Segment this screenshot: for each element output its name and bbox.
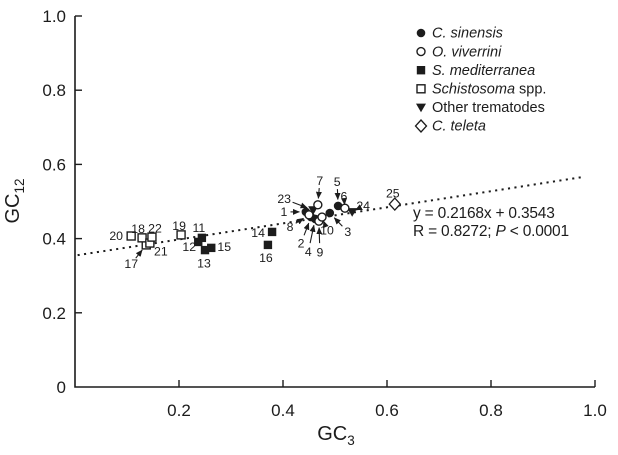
point-label-19: 19	[172, 219, 186, 233]
legend-label: Other trematodes	[432, 100, 545, 116]
leader-arrow-4	[309, 224, 316, 244]
point-label-7: 7	[316, 174, 323, 188]
y-tick-label: 0.2	[42, 304, 66, 323]
point-label-25: 25	[386, 186, 400, 200]
point-label-3: 3	[344, 225, 351, 239]
x-axis-title: GC3	[317, 423, 355, 448]
point-label-23: 23	[277, 192, 291, 206]
data-point-6	[340, 203, 350, 213]
point-label-4: 4	[305, 245, 312, 259]
data-point-14	[267, 227, 277, 237]
leader-arrow-23	[292, 201, 308, 209]
point-label-15: 15	[217, 240, 231, 254]
point-label-24: 24	[356, 199, 370, 213]
y-tick-label: 0.6	[42, 155, 66, 174]
x-tick-label: 0.8	[479, 401, 503, 420]
data-point-15	[207, 243, 216, 253]
data-point-7	[313, 200, 323, 210]
regression-annotation: y = 0.2168x + 0.3543 R = 0.8272; P < 0.0…	[413, 205, 569, 240]
point-label-13: 13	[197, 256, 211, 270]
legend-item: C. teleta	[414, 119, 486, 135]
legend-label: Schistosoma spp.	[432, 82, 546, 98]
leader-arrow-17	[135, 249, 143, 259]
leader-arrow-24	[355, 204, 363, 211]
legend-item: Other trematodes	[416, 100, 545, 116]
data-point-8	[304, 210, 314, 220]
circle-open-legend-icon	[416, 46, 426, 57]
legend-item: S. mediterranea	[416, 63, 535, 79]
point-label-11: 11	[192, 221, 205, 235]
data-point-22	[147, 232, 157, 242]
data-point-3	[325, 208, 335, 218]
data-point-25	[388, 197, 402, 212]
regression-equation: y = 0.2168x + 0.3543	[413, 205, 555, 222]
regression-stats: R = 0.8272; P < 0.0001	[413, 222, 569, 240]
point-label-22: 22	[148, 221, 162, 235]
point-label-1: 1	[280, 205, 287, 219]
circle-filled-legend-icon	[416, 28, 426, 38]
point-label-16: 16	[259, 251, 273, 265]
point-label-6: 6	[340, 189, 347, 203]
y-tick-label: 0	[57, 378, 66, 397]
triangle-filled-legend-icon	[416, 103, 426, 113]
x-tick-label: 0.2	[167, 401, 191, 420]
point-label-5: 5	[334, 175, 341, 189]
y-tick-label: 1.0	[42, 7, 66, 26]
point-label-18: 18	[131, 222, 145, 236]
data-points	[126, 197, 402, 255]
legend-item: Schistosoma spp.	[416, 82, 546, 98]
legend-item: C. sinensis	[416, 26, 503, 42]
data-point-24	[347, 208, 358, 217]
data-point-13	[200, 245, 210, 255]
square-filled-legend-icon	[416, 66, 426, 75]
leader-arrow-3	[333, 217, 343, 227]
legend-item: O. viverrini	[416, 44, 502, 60]
leader-arrow-2	[303, 222, 310, 236]
legend-label: S. mediterranea	[432, 63, 535, 79]
legend-label: C. sinensis	[432, 26, 503, 42]
x-tick-label: 0.4	[271, 401, 295, 420]
x-tick-label: 1.0	[583, 401, 607, 420]
point-label-21: 21	[154, 244, 168, 258]
legend: C. sinensis O. viverrini S. mediterranea Sc…	[414, 26, 546, 135]
legend-label: O. viverrini	[432, 44, 502, 60]
point-label-10: 10	[320, 223, 334, 237]
point-label-8: 8	[287, 220, 294, 234]
point-label-12: 12	[182, 240, 196, 254]
leader-arrow-8	[295, 217, 304, 225]
point-label-17: 17	[124, 257, 138, 271]
data-point-20	[126, 231, 136, 241]
leader-arrow-10	[322, 220, 329, 229]
axes-spines	[74, 16, 595, 388]
y-axis-title: GC12	[2, 178, 27, 224]
diamond-open-legend-icon	[414, 119, 428, 133]
point-label-14: 14	[251, 226, 265, 240]
data-point-10	[317, 212, 327, 222]
trendline	[77, 175, 585, 257]
square-open-legend-icon	[416, 84, 426, 94]
leader-arrow-7	[315, 187, 322, 199]
data-point-18	[137, 233, 147, 243]
point-label-20: 20	[109, 229, 123, 243]
leader-arrow-9	[316, 227, 323, 244]
point-label-9: 9	[316, 245, 323, 259]
y-tick-label: 0.4	[42, 230, 66, 249]
x-tick-label: 0.6	[375, 401, 399, 420]
legend-label: C. teleta	[432, 119, 486, 135]
point-label-2: 2	[298, 236, 305, 250]
data-point-12	[194, 237, 203, 247]
data-point-16	[263, 240, 273, 250]
y-tick-label: 0.8	[42, 81, 66, 100]
data-point-19	[176, 230, 186, 240]
